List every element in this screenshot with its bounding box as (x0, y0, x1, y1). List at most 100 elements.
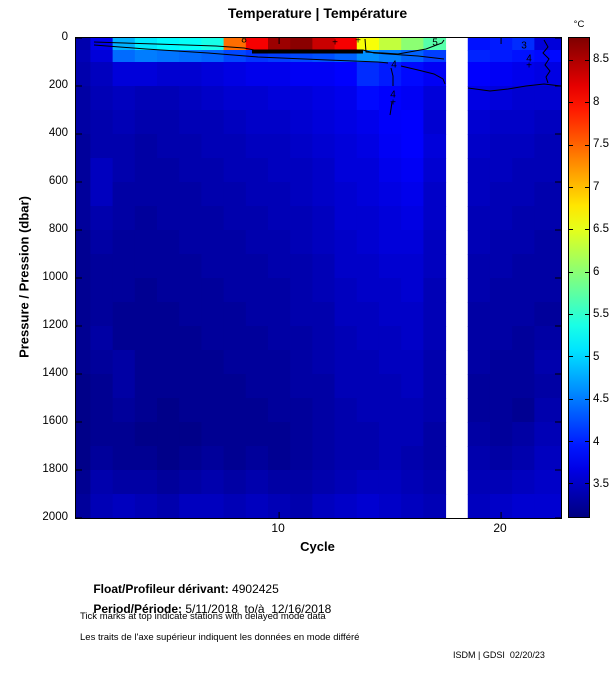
heatmap-cell (245, 398, 269, 423)
heatmap-cell (134, 422, 158, 447)
heatmap-cell (223, 230, 247, 255)
temperature-heatmap: 8 + +544+34+ (76, 38, 561, 518)
heatmap-cell (312, 278, 336, 303)
heatmap-cell (467, 254, 491, 279)
heatmap-cell (401, 50, 424, 63)
colorbar-tick (585, 441, 589, 442)
heatmap-cell (90, 110, 114, 135)
heatmap-cell (401, 374, 424, 399)
heatmap-cell (312, 86, 336, 111)
heatmap-cell (423, 326, 447, 351)
heatmap-cell (489, 50, 513, 63)
heatmap-cell (76, 230, 91, 255)
colorbar-unit-label: °C (573, 19, 585, 30)
heatmap-cell (423, 86, 447, 111)
footer-period-line: Period/Période: 5/11/2018 to/à 12/16/201… (80, 588, 331, 630)
colorbar-tick (585, 102, 589, 103)
heatmap-cell (401, 62, 424, 87)
heatmap-cell (423, 182, 447, 207)
contour-label: + (355, 38, 361, 47)
heatmap-cell (157, 254, 180, 279)
colorbar-tick (569, 187, 573, 188)
heatmap-cell (201, 302, 225, 327)
heatmap-cell (157, 158, 180, 183)
heatmap-cell (245, 494, 269, 518)
heatmap-cell (179, 446, 202, 471)
heatmap-cell (512, 374, 535, 399)
heatmap-cell (112, 86, 136, 111)
contour-label: 8 (241, 38, 247, 46)
heatmap-cell (512, 278, 535, 303)
y-tick-label: 800 (48, 223, 68, 235)
heatmap-cell (76, 302, 91, 327)
heatmap-cell (201, 422, 225, 447)
heatmap-cell (534, 326, 561, 351)
heatmap-cell (268, 86, 291, 111)
heatmap-cell (290, 134, 313, 159)
heatmap-cell (534, 398, 561, 423)
heatmap-cell (90, 182, 114, 207)
heatmap-cell (223, 350, 247, 375)
heatmap-cell (223, 326, 247, 351)
heatmap-cell (489, 110, 513, 135)
heatmap-cell (356, 278, 380, 303)
heatmap-cell (134, 278, 158, 303)
heatmap-cell (90, 446, 114, 471)
heatmap-cell (290, 38, 313, 51)
heatmap-cell (157, 470, 180, 495)
heatmap-cell (378, 374, 402, 399)
heatmap-cells (76, 38, 561, 518)
heatmap-cell (201, 350, 225, 375)
heatmap-cell (201, 50, 225, 63)
heatmap-cell (378, 182, 402, 207)
heatmap-cell (378, 278, 402, 303)
heatmap-cell (179, 398, 202, 423)
heatmap-cell (401, 134, 424, 159)
heatmap-cell (157, 110, 180, 135)
heatmap-cell (534, 134, 561, 159)
heatmap-cell (512, 422, 535, 447)
heatmap-cell (157, 350, 180, 375)
float-label: Float/Profileur dérivant: (93, 582, 229, 596)
heatmap-cell (356, 134, 380, 159)
heatmap-cell (245, 470, 269, 495)
colorbar-tick (585, 272, 589, 273)
heatmap-cell (245, 182, 269, 207)
heatmap-cell (378, 326, 402, 351)
colorbar-tick-label: 7 (593, 180, 600, 193)
heatmap-cell (512, 350, 535, 375)
y-tick-label: 0 (61, 31, 68, 43)
heatmap-cell (76, 50, 91, 63)
heatmap-cell (134, 182, 158, 207)
heatmap-cell (534, 86, 561, 111)
heatmap-cell (290, 62, 313, 87)
heatmap-cell (134, 494, 158, 518)
footer-note-en: Tick marks at top indicate stations with… (80, 611, 326, 622)
heatmap-cell (378, 302, 402, 327)
heatmap-cell (512, 182, 535, 207)
heatmap-cell (423, 50, 447, 63)
heatmap-cell (356, 86, 380, 111)
contour-label: 3 (521, 41, 527, 52)
heatmap-cell (223, 254, 247, 279)
heatmap-cell (157, 494, 180, 518)
period-value: 5/11/2018 to/à 12/16/2018 (185, 602, 332, 616)
heatmap-cell (112, 470, 136, 495)
heatmap-cell (76, 254, 91, 279)
heatmap-cell (245, 62, 269, 87)
heatmap-cell (423, 254, 447, 279)
colorbar-tick-label: 5.5 (593, 308, 609, 321)
colorbar-tick (585, 399, 589, 400)
heatmap-cell (489, 350, 513, 375)
heatmap-cell (179, 38, 202, 51)
colorbar-tick (585, 483, 589, 484)
heatmap-cell (157, 230, 180, 255)
heatmap-cell (423, 374, 447, 399)
heatmap-cell (179, 206, 202, 231)
heatmap-cell (76, 326, 91, 351)
colorbar-tick-label: 8 (593, 95, 600, 108)
heatmap-cell (223, 446, 247, 471)
heatmap-cell (245, 110, 269, 135)
heatmap-cell (90, 254, 114, 279)
heatmap-cell (423, 350, 447, 375)
